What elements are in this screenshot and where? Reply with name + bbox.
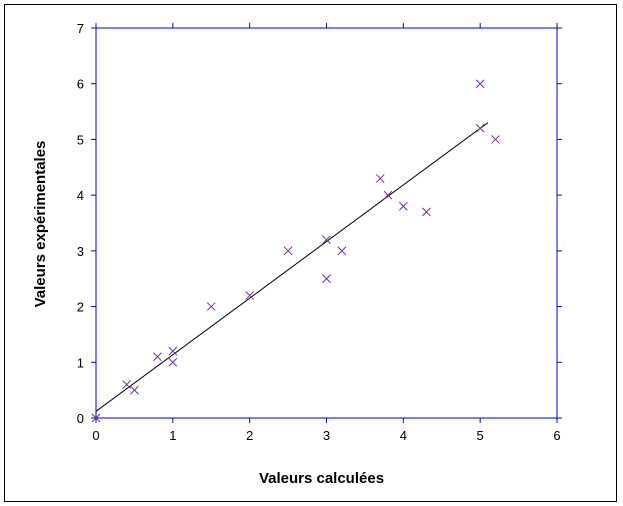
x-tick-label: 1 xyxy=(169,428,176,443)
y-tick-label: 4 xyxy=(77,188,84,203)
x-tick-label: 6 xyxy=(553,428,560,443)
x-tick-label: 4 xyxy=(400,428,407,443)
x-axis-title: Valeurs calculées xyxy=(259,470,384,487)
data-point xyxy=(122,380,132,389)
data-point xyxy=(206,302,216,311)
data-points xyxy=(91,79,500,423)
data-point xyxy=(322,274,331,284)
x-tick-label: 0 xyxy=(92,428,99,443)
data-point xyxy=(245,291,255,300)
data-point xyxy=(168,346,178,356)
data-point xyxy=(375,174,385,183)
data-point xyxy=(91,413,101,423)
plot-border xyxy=(95,27,558,419)
data-point xyxy=(398,201,408,211)
y-tick-label: 0 xyxy=(77,411,84,426)
x-tick-label: 2 xyxy=(246,428,253,443)
x-axis-ticks: 0 1 2 3 4 5 6 xyxy=(92,23,561,443)
trend-line xyxy=(95,122,489,412)
data-point xyxy=(475,79,485,89)
y-tick-label: 7 xyxy=(77,21,84,36)
y-tick-label: 3 xyxy=(77,244,84,259)
data-point xyxy=(283,246,293,256)
plot-area xyxy=(95,27,558,419)
data-point xyxy=(130,385,139,395)
data-point xyxy=(168,357,178,367)
data-point xyxy=(422,207,431,217)
data-point xyxy=(322,235,331,245)
data-point xyxy=(337,246,347,256)
data-point xyxy=(153,352,162,362)
x-tick-label: 5 xyxy=(477,428,484,443)
y-tick-label: 6 xyxy=(77,77,84,92)
data-point xyxy=(491,135,500,144)
y-axis-title: Valeurs expérimentales xyxy=(32,141,49,308)
y-axis-ticks: 0 1 2 3 4 5 6 7 xyxy=(77,21,562,426)
x-tick-label: 3 xyxy=(323,428,330,443)
data-point xyxy=(475,123,485,133)
y-tick-label: 5 xyxy=(77,132,84,147)
y-tick-label: 2 xyxy=(77,300,84,315)
trend-line-group xyxy=(95,122,489,412)
data-point xyxy=(383,190,393,200)
y-tick-label: 1 xyxy=(77,355,84,370)
